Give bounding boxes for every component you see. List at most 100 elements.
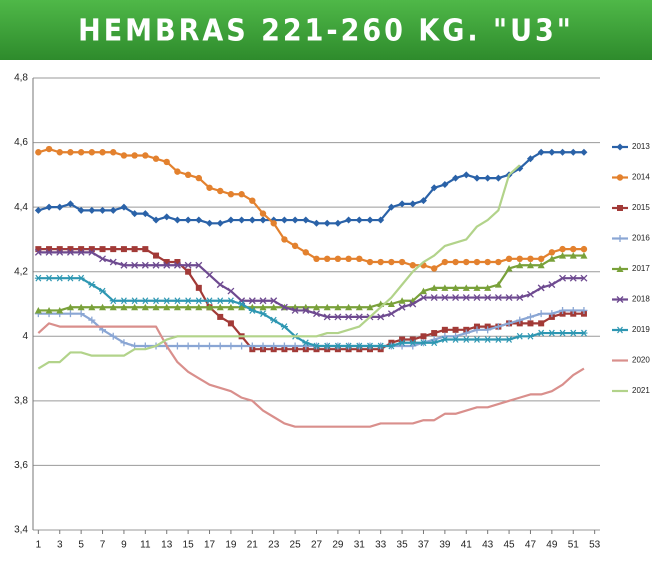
- marker: [441, 284, 449, 291]
- legend-label: 2015: [632, 203, 650, 212]
- series-line: [37, 322, 585, 428]
- marker: [99, 206, 107, 214]
- marker: [216, 303, 224, 311]
- marker: [484, 294, 492, 302]
- y-tick-label: 4,4: [14, 202, 28, 213]
- marker: [185, 268, 192, 275]
- marker: [238, 300, 246, 308]
- marker: [398, 200, 406, 208]
- marker: [173, 261, 181, 269]
- legend-label: 2018: [632, 295, 650, 304]
- marker: [280, 216, 288, 224]
- marker: [409, 336, 416, 343]
- marker: [462, 284, 470, 291]
- marker: [45, 306, 53, 314]
- marker: [527, 320, 534, 327]
- marker: [537, 148, 545, 156]
- marker: [259, 216, 267, 224]
- marker: [473, 258, 481, 266]
- x-tick-label: 47: [525, 540, 537, 551]
- x-tick-label: 31: [354, 540, 366, 551]
- marker: [302, 216, 310, 224]
- marker: [569, 252, 577, 259]
- marker: [66, 274, 74, 282]
- marker: [484, 336, 492, 343]
- y-tick-label: 4: [22, 331, 28, 342]
- marker: [109, 206, 117, 214]
- series-line: [38, 251, 584, 319]
- marker: [420, 294, 427, 302]
- marker: [56, 246, 63, 253]
- marker: [452, 258, 459, 266]
- x-tick-label: 3: [57, 540, 63, 551]
- marker: [355, 342, 363, 350]
- marker: [323, 313, 331, 321]
- marker: [430, 265, 438, 272]
- marker: [216, 297, 224, 305]
- marker: [173, 297, 181, 305]
- marker: [345, 303, 353, 311]
- marker: [419, 287, 427, 295]
- marker: [323, 342, 331, 350]
- marker: [516, 261, 524, 269]
- marker: [88, 149, 96, 156]
- marker: [88, 206, 96, 214]
- marker: [141, 210, 149, 218]
- marker: [398, 303, 406, 311]
- marker: [387, 300, 395, 307]
- marker: [345, 255, 352, 262]
- marker: [109, 303, 117, 311]
- x-tick-label: 45: [504, 540, 516, 551]
- series-line: [38, 248, 584, 351]
- marker: [217, 313, 224, 320]
- series-line: [38, 254, 584, 312]
- marker: [238, 342, 246, 350]
- marker: [270, 297, 278, 305]
- marker: [77, 248, 85, 256]
- marker: [580, 148, 588, 156]
- marker: [227, 287, 235, 295]
- marker: [99, 246, 106, 253]
- marker: [195, 342, 203, 350]
- marker: [527, 255, 534, 262]
- marker: [580, 306, 588, 314]
- marker: [77, 310, 85, 318]
- marker: [206, 271, 213, 279]
- x-tick-label: 1: [36, 540, 42, 551]
- marker: [195, 284, 202, 291]
- marker: [441, 336, 449, 343]
- marker: [280, 303, 288, 311]
- marker: [184, 261, 192, 269]
- marker: [473, 174, 481, 182]
- marker: [452, 294, 460, 302]
- marker: [526, 261, 534, 269]
- legend-label: 2014: [632, 173, 650, 182]
- legend-label: 2020: [632, 356, 650, 365]
- marker: [617, 205, 623, 211]
- x-tick-label: 19: [225, 540, 237, 551]
- marker: [302, 339, 310, 347]
- x-tick-label: 43: [482, 540, 494, 551]
- marker: [206, 219, 214, 227]
- marker: [387, 342, 395, 350]
- marker: [537, 329, 545, 337]
- marker: [99, 255, 106, 263]
- x-tick-label: 33: [375, 540, 387, 551]
- marker: [505, 264, 513, 272]
- marker: [249, 197, 256, 204]
- marker: [570, 245, 577, 253]
- marker: [206, 342, 214, 350]
- marker: [153, 252, 160, 259]
- marker: [409, 300, 417, 308]
- marker: [131, 297, 139, 305]
- marker: [195, 297, 203, 305]
- marker: [99, 149, 106, 156]
- marker: [56, 274, 64, 282]
- marker: [152, 303, 160, 311]
- x-tick-label: 15: [183, 540, 195, 551]
- marker: [484, 174, 492, 182]
- x-tick-label: 23: [268, 540, 280, 551]
- marker: [45, 145, 53, 153]
- marker: [559, 329, 567, 337]
